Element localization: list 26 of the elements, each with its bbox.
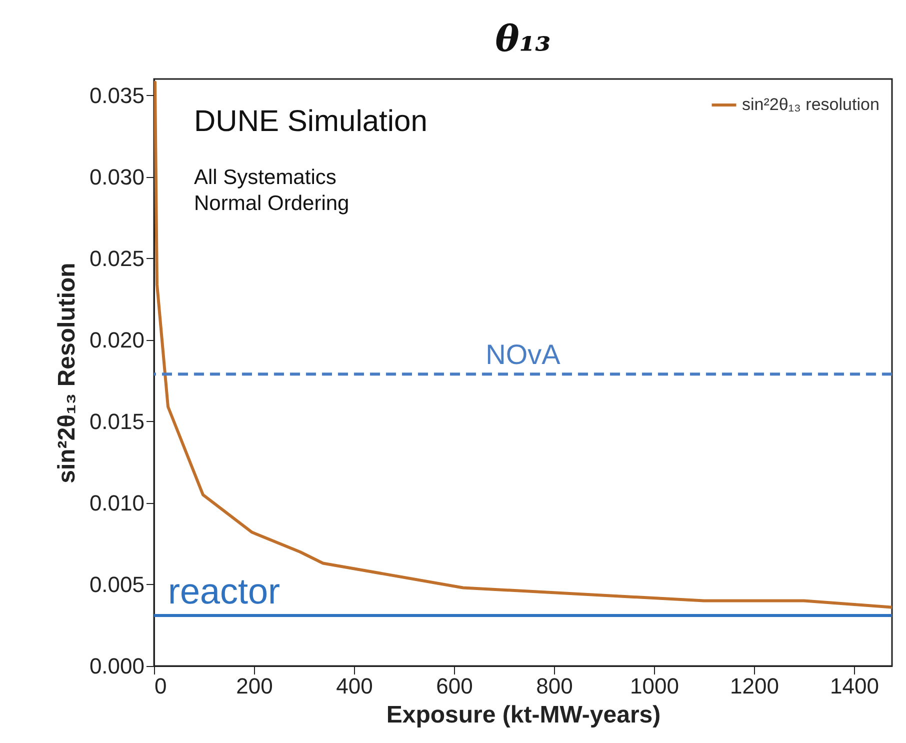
chart-title: θ₁₃ — [495, 18, 551, 60]
ref-line-label: reactor — [168, 570, 280, 612]
x-tick-label: 600 — [436, 674, 473, 698]
y-tick-label: 0.025 — [89, 246, 144, 271]
x-tick-label: 1400 — [830, 674, 879, 698]
y-tick-label: 0.005 — [89, 572, 144, 597]
x-axis-title: Exposure (kt-MW-years) — [386, 702, 661, 728]
y-tick-label: 0.000 — [89, 654, 144, 678]
annotation: DUNE Simulation — [194, 105, 428, 138]
annotation: All Systematics — [194, 166, 336, 189]
y-tick-label: 0.030 — [89, 164, 144, 190]
y-tick-label: 0.015 — [89, 408, 144, 434]
x-tick-label: 200 — [236, 674, 273, 698]
line-series — [154, 80, 892, 609]
y-axis-title: sin²2θ₁₃ Resolution — [53, 262, 80, 484]
ref-line-label: NOvA — [486, 339, 561, 370]
x-tick-label: 800 — [536, 674, 573, 698]
y-tick-label: 0.035 — [89, 82, 144, 108]
y-tick-label: 0.010 — [89, 490, 144, 516]
legend-label: sin²2θ₁₃ resolution — [742, 95, 880, 114]
x-tick-label: 1000 — [630, 674, 679, 698]
annotation: Normal Ordering — [194, 192, 350, 215]
x-tick-label: 400 — [336, 674, 373, 698]
x-tick-label: 1200 — [730, 674, 779, 698]
y-tick-label: 0.020 — [89, 327, 144, 352]
x-tick-label: 0 — [154, 674, 167, 698]
